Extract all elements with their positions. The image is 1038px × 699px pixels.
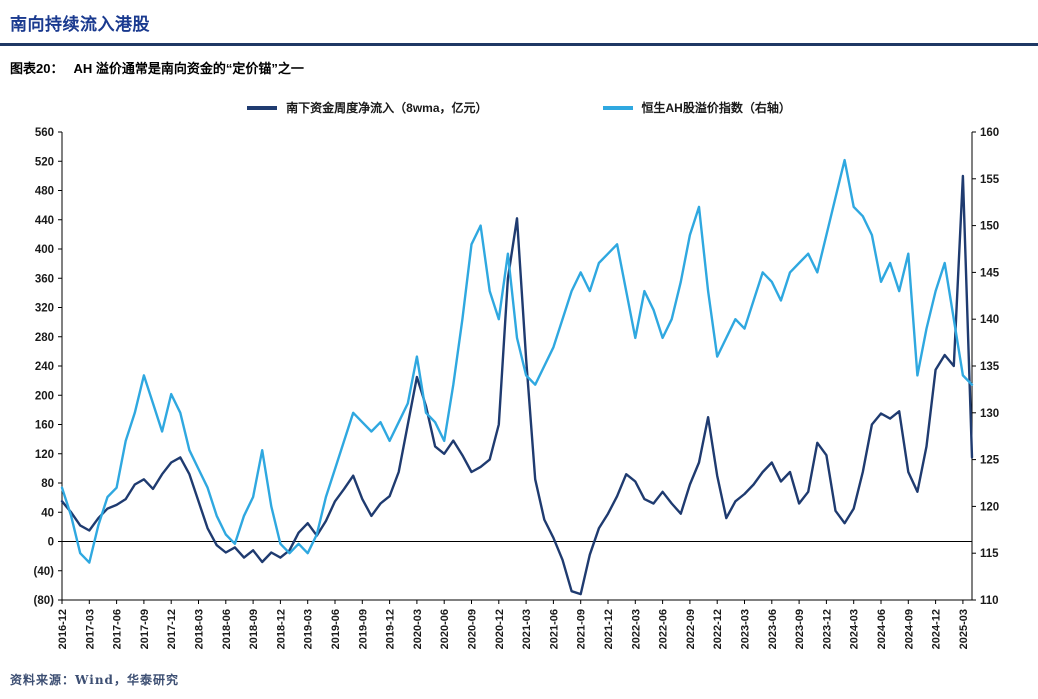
legend-label-ah-premium: 恒生AH股溢价指数（右轴） xyxy=(641,101,791,115)
figure-caption-text: AH 溢价通常是南向资金的“定价锚”之一 xyxy=(73,61,304,76)
svg-text:2022-06: 2022-06 xyxy=(658,609,670,649)
ah-premium-line-swatch-icon xyxy=(602,105,633,110)
svg-text:2017-03: 2017-03 xyxy=(84,609,96,649)
svg-text:2017-06: 2017-06 xyxy=(112,609,124,649)
svg-text:2020-12: 2020-12 xyxy=(494,609,506,649)
svg-text:145: 145 xyxy=(980,267,1000,279)
svg-text:2018-12: 2018-12 xyxy=(275,609,287,649)
plot-series xyxy=(60,158,974,596)
svg-text:520: 520 xyxy=(35,156,54,168)
series-line-0 xyxy=(60,174,974,596)
svg-text:2017-12: 2017-12 xyxy=(166,609,178,649)
line-chart-svg: (80) (40) 0 40 80 120 160 200 240 280 320 360 400 440… xyxy=(34,127,1000,649)
svg-text:2018-03: 2018-03 xyxy=(194,609,206,649)
svg-text:2025-03: 2025-03 xyxy=(958,609,970,649)
svg-text:2022-12: 2022-12 xyxy=(712,609,724,649)
svg-text:2024-03: 2024-03 xyxy=(849,609,861,649)
svg-text:2017-09: 2017-09 xyxy=(139,609,151,649)
svg-text:80: 80 xyxy=(41,478,54,490)
svg-text:130: 130 xyxy=(980,408,999,420)
svg-text:2024-12: 2024-12 xyxy=(931,609,943,649)
southbound-line-swatch-icon xyxy=(247,105,278,110)
svg-text:2020-03: 2020-03 xyxy=(412,609,424,649)
svg-text:2019-12: 2019-12 xyxy=(385,609,397,649)
svg-text:2023-03: 2023-03 xyxy=(740,609,752,649)
svg-text:2020-06: 2020-06 xyxy=(439,609,451,649)
figure-caption-label: 图表20： xyxy=(10,61,64,76)
svg-text:2020-09: 2020-09 xyxy=(467,609,479,649)
svg-text:2019-03: 2019-03 xyxy=(303,609,315,649)
svg-text:480: 480 xyxy=(35,186,54,198)
svg-text:360: 360 xyxy=(35,273,54,285)
svg-text:150: 150 xyxy=(980,221,999,233)
svg-text:2023-09: 2023-09 xyxy=(794,609,806,649)
series-line-1 xyxy=(60,158,974,564)
svg-text:2019-06: 2019-06 xyxy=(330,609,342,649)
svg-text:440: 440 xyxy=(35,215,54,227)
svg-text:160: 160 xyxy=(35,420,54,432)
svg-text:2022-09: 2022-09 xyxy=(685,609,697,649)
figure-caption: 图表20： AH 溢价通常是南向资金的“定价锚”之一 xyxy=(0,46,1038,77)
svg-text:155: 155 xyxy=(980,174,1000,186)
svg-text:160: 160 xyxy=(980,127,999,139)
y-axis-left: (80) (40) 0 40 80 120 160 200 240 280 320 360 400 440… xyxy=(34,127,55,607)
x-axis: 2016-12 2017-03 2017-06 2017-09 2017-12 2018-… xyxy=(57,609,970,649)
svg-text:140: 140 xyxy=(980,314,999,326)
svg-text:200: 200 xyxy=(35,390,54,402)
svg-text:280: 280 xyxy=(35,332,54,344)
svg-text:110: 110 xyxy=(980,595,999,607)
chart-legend: 南下资金周度净流入（8wma，亿元） 恒生AH股溢价指数（右轴） xyxy=(0,99,1038,116)
source-note: 资料来源：Wind，华泰研究 xyxy=(10,673,179,687)
svg-text:(40): (40) xyxy=(34,566,55,578)
title-rule xyxy=(0,43,1038,46)
svg-text:125: 125 xyxy=(980,455,1000,467)
svg-text:115: 115 xyxy=(980,548,999,560)
legend-label-southbound: 南下资金周度净流入（8wma，亿元） xyxy=(286,101,488,115)
svg-text:2024-09: 2024-09 xyxy=(903,609,915,649)
svg-text:2021-03: 2021-03 xyxy=(521,609,533,649)
svg-text:120: 120 xyxy=(35,449,54,461)
svg-text:2021-06: 2021-06 xyxy=(548,609,560,649)
svg-text:2021-12: 2021-12 xyxy=(603,609,615,649)
svg-text:240: 240 xyxy=(35,361,54,373)
svg-text:2018-06: 2018-06 xyxy=(221,609,233,649)
svg-text:400: 400 xyxy=(35,244,54,256)
svg-text:2023-06: 2023-06 xyxy=(767,609,779,649)
svg-text:40: 40 xyxy=(41,507,54,519)
svg-text:560: 560 xyxy=(35,127,54,139)
page-title: 南向持续流入港股 xyxy=(10,15,150,34)
svg-text:2023-12: 2023-12 xyxy=(821,609,833,649)
axes xyxy=(58,131,976,604)
chart-area: (80) (40) 0 40 80 120 160 200 240 280 320 360 400 440… xyxy=(0,118,1038,663)
svg-text:0: 0 xyxy=(48,537,54,549)
y-axis-right: 110 115 120 125 130 135 140 145 150 155 160 xyxy=(980,127,1000,607)
svg-text:120: 120 xyxy=(980,501,999,513)
svg-text:2024-06: 2024-06 xyxy=(876,609,888,649)
svg-text:135: 135 xyxy=(980,361,1000,373)
svg-text:2022-03: 2022-03 xyxy=(630,609,642,649)
svg-text:2016-12: 2016-12 xyxy=(57,609,69,649)
legend-item-ah-premium: 恒生AH股溢价指数（右轴） xyxy=(602,99,791,116)
svg-text:(80): (80) xyxy=(34,595,55,607)
svg-text:2018-09: 2018-09 xyxy=(248,609,260,649)
svg-text:2021-09: 2021-09 xyxy=(576,609,588,649)
legend-item-southbound: 南下资金周度净流入（8wma，亿元） xyxy=(247,99,488,116)
svg-text:2019-09: 2019-09 xyxy=(357,609,369,649)
svg-text:320: 320 xyxy=(35,303,54,315)
